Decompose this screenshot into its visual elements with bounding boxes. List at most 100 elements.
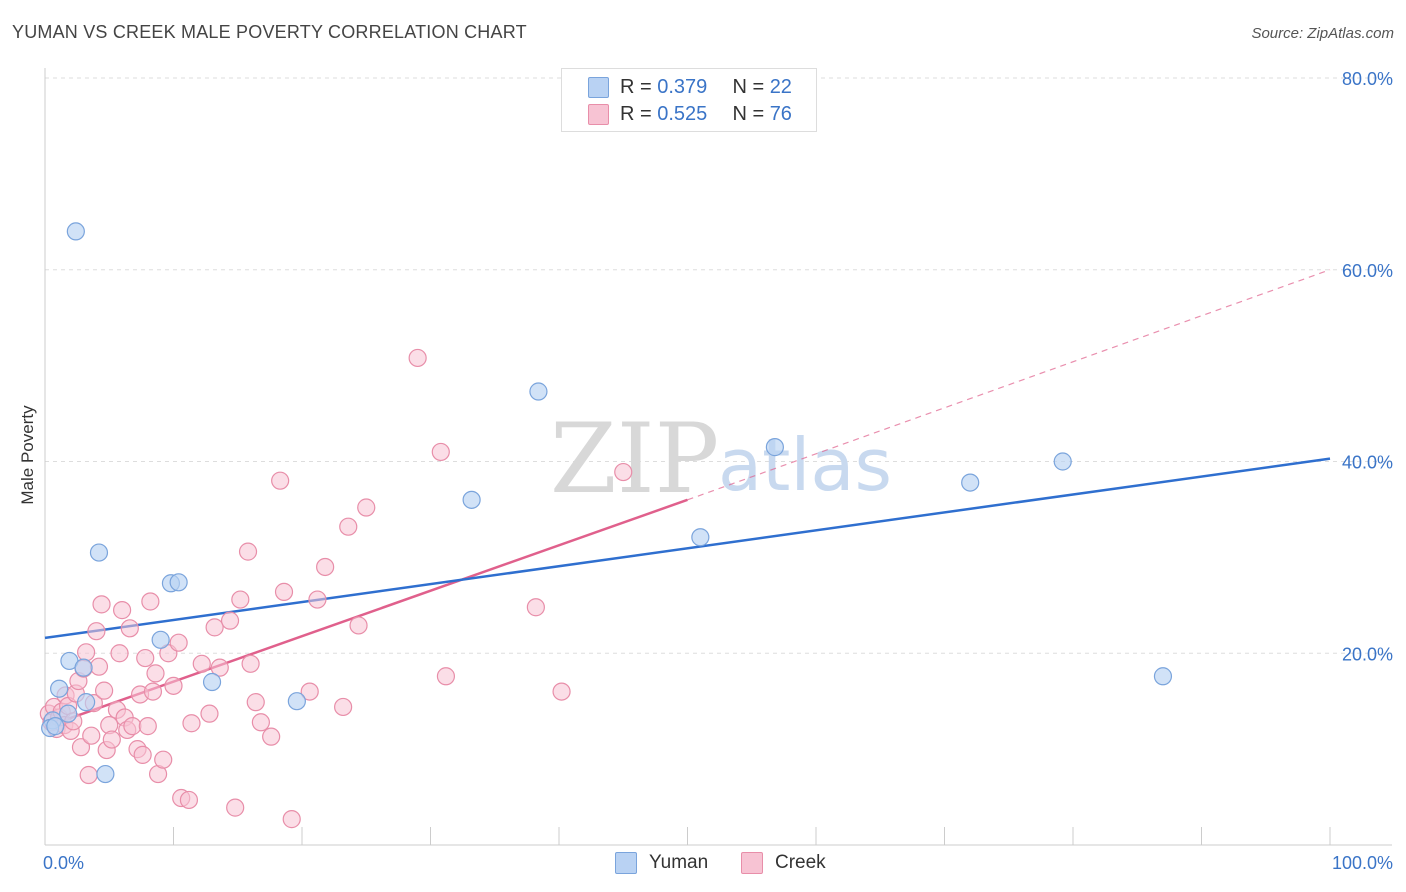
gridlines <box>45 77 1392 654</box>
creek-point-37 <box>138 717 157 736</box>
creek-point-32 <box>123 717 142 736</box>
creek-point-58 <box>246 693 265 712</box>
creek-point-67 <box>334 697 353 717</box>
yuman-point-9 <box>46 717 65 736</box>
correlation-legend: R = 0.379 N = 22 R = 0.525 N = 76 <box>561 68 817 132</box>
yuman-point-3 <box>74 658 93 677</box>
yuman-trend-line <box>44 457 1331 640</box>
legend-item-yuman: Yuman <box>615 852 708 874</box>
creek-point-42 <box>154 750 173 769</box>
yuman-r-label: R = <box>620 75 658 98</box>
creek-point-62 <box>274 582 294 601</box>
yuman-point-15 <box>287 692 306 711</box>
creek-point-70 <box>357 498 376 517</box>
creek-point-53 <box>220 611 240 630</box>
yuman-n-label: N = <box>732 75 770 98</box>
yuman-point-13 <box>151 630 170 649</box>
creek-swatch-icon <box>588 103 609 125</box>
creek-trend-extension <box>687 269 1331 501</box>
creek-point-51 <box>205 618 224 637</box>
creek-point-20 <box>89 657 109 676</box>
yuman-point-17 <box>529 382 548 401</box>
yuman-point-4 <box>50 679 69 698</box>
creek-point-22 <box>95 681 114 700</box>
yuman-point-5 <box>77 693 96 712</box>
creek-point-13 <box>71 738 91 757</box>
yuman-point-18 <box>691 528 710 547</box>
creek-point-39 <box>143 682 163 701</box>
creek-point-68 <box>339 517 358 536</box>
yuman-legend-swatch-icon <box>615 852 637 874</box>
data-points <box>39 222 1173 829</box>
creek-point-59 <box>251 713 270 732</box>
creek-point-64 <box>300 682 319 701</box>
creek-point-50 <box>200 704 219 723</box>
yuman-point-10 <box>96 764 115 784</box>
creek-point-38 <box>141 592 160 611</box>
yuman-r-value: 0.379 <box>657 75 708 98</box>
yuman-point-14 <box>202 672 222 692</box>
creek-point-25 <box>102 730 121 749</box>
creek-point-31 <box>120 619 139 638</box>
yuman-n-value: 22 <box>769 75 792 98</box>
creek-r-value: 0.525 <box>657 102 708 125</box>
creek-point-69 <box>349 616 368 635</box>
creek-point-71 <box>408 348 427 368</box>
creek-point-15 <box>77 643 96 662</box>
y-tick-label-80: 80.0% <box>1342 69 1393 89</box>
creek-point-54 <box>226 798 245 817</box>
yuman-point-22 <box>1153 667 1173 686</box>
yuman-point-19 <box>765 438 784 457</box>
watermark-zip: ZIP <box>550 403 719 515</box>
yuman-point-21 <box>1053 452 1072 471</box>
creek-point-72 <box>431 442 450 462</box>
creek-point-16 <box>79 765 98 785</box>
creek-point-60 <box>262 727 281 746</box>
tick-labels: 20.0% 40.0% 60.0% 80.0% 0.0% 100.0% <box>43 69 1393 873</box>
creek-point-40 <box>146 664 165 683</box>
x-tick-label-max: 100.0% <box>1332 853 1393 873</box>
yuman-point-20 <box>961 473 980 492</box>
series-legend: Yuman Creek <box>0 852 1406 878</box>
creek-point-21 <box>92 595 111 614</box>
creek-point-35 <box>133 745 152 764</box>
creek-point-47 <box>179 790 199 810</box>
creek-legend-swatch-icon <box>741 852 763 874</box>
creek-point-49 <box>192 654 211 673</box>
creek-point-28 <box>112 601 132 620</box>
creek-point-76 <box>614 462 633 482</box>
creek-point-36 <box>136 648 155 668</box>
y-tick-label-20: 20.0% <box>1342 644 1393 664</box>
creek-point-66 <box>316 557 335 577</box>
watermark-atlas: atlas <box>718 423 892 507</box>
creek-point-63 <box>282 810 301 829</box>
yuman-point-12 <box>169 573 188 592</box>
creek-point-19 <box>87 622 106 641</box>
legend-item-creek: Creek <box>741 852 826 874</box>
creek-point-55 <box>231 590 250 609</box>
creek-point-75 <box>552 682 571 701</box>
creek-point-27 <box>110 644 129 663</box>
yuman-point-0 <box>66 222 85 241</box>
yuman-point-1 <box>89 543 109 562</box>
creek-point-56 <box>238 542 258 561</box>
creek-point-57 <box>241 654 260 673</box>
creek-point-52 <box>210 658 229 677</box>
yuman-point-16 <box>462 490 481 509</box>
creek-point-48 <box>182 714 201 733</box>
creek-point-65 <box>308 590 327 609</box>
creek-point-61 <box>271 471 290 490</box>
creek-point-74 <box>526 598 545 617</box>
yuman-swatch-icon <box>588 76 609 98</box>
y-tick-label-60: 60.0% <box>1342 261 1393 281</box>
legend-label-creek: Creek <box>775 852 826 873</box>
creek-n-label: N = <box>732 102 770 125</box>
creek-n-value: 76 <box>769 102 792 125</box>
creek-point-73 <box>436 667 456 686</box>
source-credit: Source: ZipAtlas.com <box>1251 25 1394 42</box>
x-tick-label-min: 0.0% <box>43 853 84 873</box>
legend-label-yuman: Yuman <box>649 852 709 873</box>
chart-title: YUMAN VS CREEK MALE POVERTY CORRELATION … <box>12 22 527 42</box>
creek-point-45 <box>169 633 188 652</box>
